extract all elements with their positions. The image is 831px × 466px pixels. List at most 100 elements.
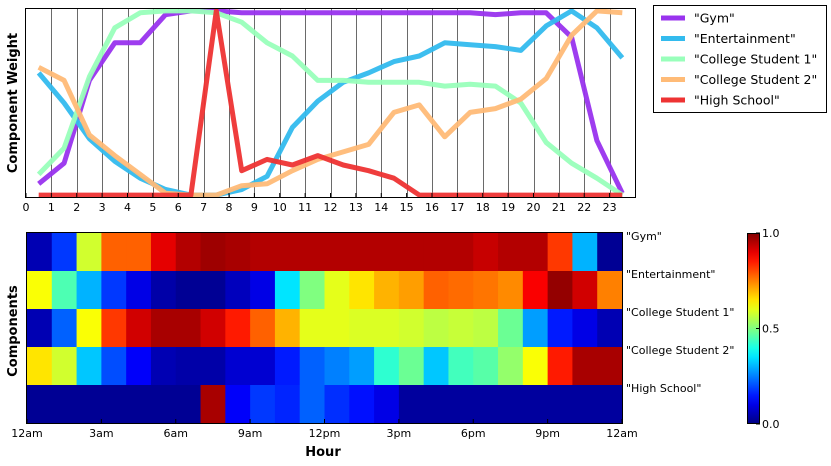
heatmap-cell <box>572 271 598 310</box>
line-chart: 0 1 2 3 4 5 6 7 8 9 10 11 12 13 14 15 16 17 18 19 20 21 22 23 C… <box>6 8 636 214</box>
heatmap-cell <box>51 347 78 386</box>
heatmap-cell <box>448 233 474 272</box>
heatmap-cell <box>274 347 301 386</box>
heatmap-cell <box>547 347 574 386</box>
x-tick-label: 22 <box>577 201 591 214</box>
heatmap-cell <box>473 385 499 424</box>
heatmap-x-tick-label: 9am <box>238 427 262 440</box>
heatmap-cell <box>349 271 375 310</box>
heatmap-cell <box>547 385 574 424</box>
heatmap-cell <box>448 271 474 310</box>
heatmap-cell <box>597 271 623 310</box>
heatmap-cell <box>200 309 226 348</box>
heatmap-cell <box>597 233 623 272</box>
heatmap-cell <box>374 309 400 348</box>
legend: "Gym" "Entertainment" "College Student 1" "… <box>653 5 827 113</box>
heatmap-cell <box>473 309 499 348</box>
heatmap-cell <box>274 309 301 348</box>
heatmap-cell <box>423 309 450 348</box>
heatmap-cell <box>150 233 177 272</box>
heatmap-cell <box>374 271 400 310</box>
heatmap-cell <box>423 271 450 310</box>
heatmap-cell <box>27 385 53 424</box>
heatmap-row-label-2: "College Student 1" <box>626 306 734 319</box>
x-tick-label: 14 <box>374 201 388 214</box>
heatmap-cell <box>423 347 450 386</box>
heatmap-cell <box>522 347 549 386</box>
heatmap-cell <box>572 233 598 272</box>
heatmap-frame <box>26 232 623 424</box>
x-tick-label: 11 <box>298 201 312 214</box>
line-chart-frame <box>25 8 636 198</box>
heatmap-cell <box>448 385 474 424</box>
heatmap-cell <box>324 233 350 272</box>
legend-label-4: "High School" <box>694 93 780 108</box>
heatmap-cell <box>374 385 400 424</box>
heatmap-cell <box>101 347 127 386</box>
legend-label-3: "College Student 2" <box>694 72 817 87</box>
heatmap-cell <box>522 385 549 424</box>
heatmap-cell <box>597 385 623 424</box>
x-tick-label: 20 <box>527 201 541 214</box>
heatmap-cell <box>200 385 226 424</box>
heatmap-cell <box>27 271 53 310</box>
x-tick-label: 12 <box>324 201 338 214</box>
x-tick-label: 13 <box>349 201 363 214</box>
x-tick-label: 2 <box>73 201 80 214</box>
x-tick-label: 7 <box>200 201 207 214</box>
heatmap-cell <box>150 385 177 424</box>
series-line-3 <box>37 8 623 198</box>
x-tick-label: 1 <box>48 201 55 214</box>
x-tick-label: 0 <box>23 201 30 214</box>
heatmap-cell <box>51 271 78 310</box>
x-tick-label: 17 <box>450 201 464 214</box>
heatmap-cell <box>324 347 350 386</box>
heatmap-cell <box>324 385 350 424</box>
heatmap-cell <box>175 271 202 310</box>
heatmap-cell <box>200 271 226 310</box>
heatmap-cell <box>398 385 425 424</box>
heatmap-cell <box>597 347 623 386</box>
heatmap-cell <box>76 347 102 386</box>
heatmap-cell <box>498 347 524 386</box>
heatmap-cell <box>27 309 53 348</box>
heatmap-cell <box>274 271 301 310</box>
heatmap-row-label-3: "College Student 2" <box>626 344 734 357</box>
heatmap-cell <box>522 271 549 310</box>
heatmap-cell <box>27 233 53 272</box>
heatmap-cell <box>349 233 375 272</box>
line-chart-y-label: Component Weight <box>6 33 21 173</box>
heatmap-cell <box>547 233 574 272</box>
heatmap-x-tick-label: 12pm <box>309 427 341 440</box>
series-line-0 <box>37 8 625 195</box>
heatmap-cell <box>448 309 474 348</box>
colorbar: 0.0 0.5 1.0 <box>747 227 780 431</box>
heatmap-cell <box>473 271 499 310</box>
heatmap-cell <box>175 309 202 348</box>
heatmap-x-tick-label: 12am <box>11 427 42 440</box>
heatmap-cell <box>597 309 623 348</box>
heatmap-x-tick-label: 9pm <box>535 427 560 440</box>
heatmap-cell <box>398 233 425 272</box>
heatmap-cell <box>572 385 598 424</box>
heatmap-cell <box>51 385 78 424</box>
x-tick-label: 18 <box>476 201 490 214</box>
legend-label-2: "College Student 1" <box>694 52 817 67</box>
heatmap-cell <box>225 309 251 348</box>
heatmap-cell <box>274 233 301 272</box>
heatmap-cell <box>299 309 326 348</box>
series-line-2 <box>36 8 624 198</box>
heatmap-cell <box>250 347 276 386</box>
legend-label-1: "Entertainment" <box>694 31 796 46</box>
heatmap-cell <box>76 271 102 310</box>
heatmap-cell <box>225 233 251 272</box>
heatmap-row-label-0: "Gym" <box>626 230 662 243</box>
heatmap-cell <box>299 347 326 386</box>
x-tick-label: 6 <box>175 201 182 214</box>
heatmap-cell <box>349 385 375 424</box>
colorbar-tick-label: 1.0 <box>762 227 780 240</box>
heatmap-cell <box>398 271 425 310</box>
heatmap-cell <box>175 347 202 386</box>
heatmap-cell <box>250 385 276 424</box>
heatmap-cell <box>76 385 102 424</box>
